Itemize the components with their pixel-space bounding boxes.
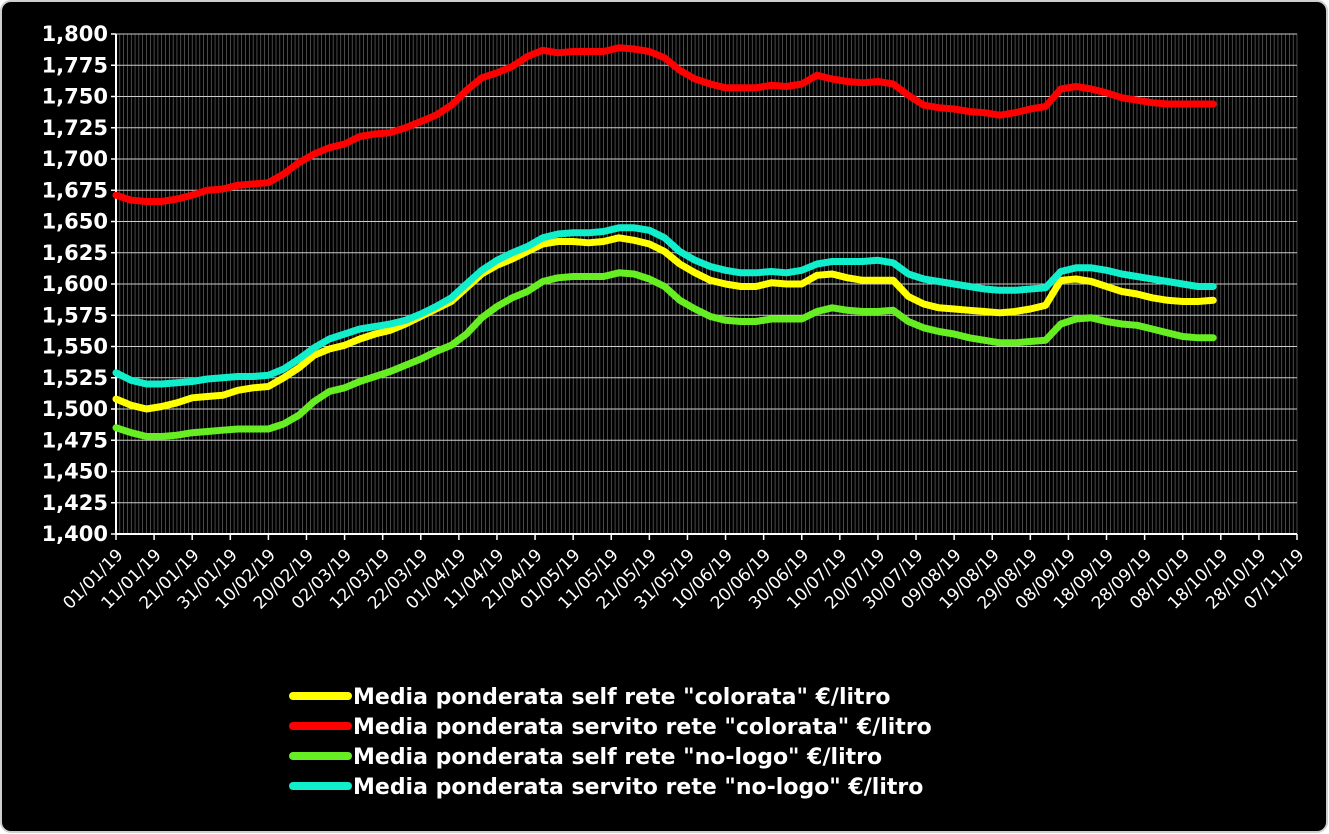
y-tick-label: 1,800 — [42, 22, 108, 46]
y-tick-label: 1,425 — [42, 491, 108, 515]
y-tick-label: 1,500 — [42, 397, 108, 421]
legend-label-1: Media ponderata self rete "colorata" €/l… — [353, 685, 891, 710]
y-tick-label: 1,525 — [42, 366, 108, 390]
legend: Media ponderata self rete "colorata" €/l… — [289, 685, 932, 800]
y-tick-label: 1,700 — [42, 147, 108, 171]
y-tick-label: 1,550 — [42, 335, 108, 359]
y-tick-label: 1,725 — [42, 116, 108, 140]
y-tick-label: 1,450 — [42, 460, 108, 484]
y-tick-label: 1,575 — [42, 303, 108, 327]
series-line-2 — [112, 44, 1217, 205]
y-tick-label: 1,600 — [42, 272, 108, 296]
y-tick-label: 1,650 — [42, 210, 108, 234]
y-tick-label: 1,675 — [42, 178, 108, 202]
legend-label-3: Media ponderata self rete "no-logo" €/li… — [353, 745, 882, 770]
y-tick-labels: 1,400 1,425 1,450 1,475 1,500 1,525 1,550 1,575… — [42, 22, 116, 546]
series-lines — [112, 44, 1217, 440]
series-line-1 — [112, 234, 1217, 413]
y-tick-label: 1,750 — [42, 85, 108, 109]
legend-label-4: Media ponderata servito rete "no-logo" €… — [353, 775, 923, 800]
y-tick-label: 1,475 — [42, 428, 108, 452]
legend-label-2: Media ponderata servito rete "colorata" … — [353, 715, 932, 740]
series-line-3 — [112, 269, 1217, 440]
y-tick-label: 1,625 — [42, 241, 108, 265]
series-line-4 — [112, 224, 1217, 388]
y-tick-label: 1,775 — [42, 53, 108, 77]
gridlines — [115, 33, 1298, 535]
y-tick-label: 1,400 — [42, 522, 108, 546]
